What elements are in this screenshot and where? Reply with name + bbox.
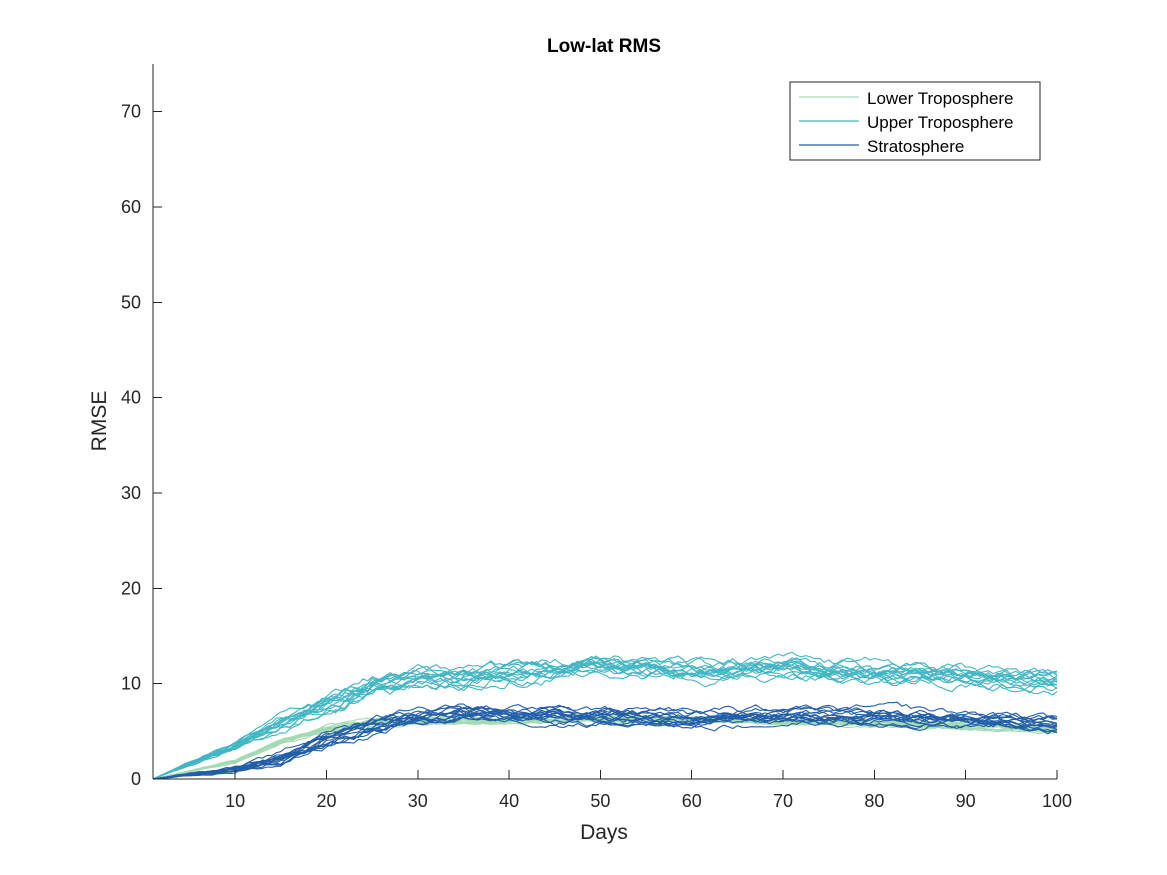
series-line [152,704,1058,780]
series-line [152,657,1058,780]
legend-label-lower-troposphere: Lower Troposphere [867,89,1013,108]
legend-label-upper-troposphere: Upper Troposphere [867,113,1013,132]
x-tick-label: 30 [408,791,428,811]
series-line [152,659,1058,780]
x-ticks: 10 20 30 40 50 60 70 80 90 100 [225,770,1072,811]
y-tick-label: 60 [121,197,141,217]
x-tick-label: 50 [590,791,610,811]
x-tick-label: 40 [499,791,519,811]
y-tick-label: 20 [121,578,141,598]
x-tick-label: 20 [316,791,336,811]
x-axis-title: Days [580,821,628,844]
x-tick-label: 10 [225,791,245,811]
y-ticks: 0 10 20 30 40 50 60 70 [121,102,162,789]
series-line [152,716,1058,780]
x-tick-label: 80 [864,791,884,811]
series-line [152,658,1058,780]
series-line [152,658,1058,780]
y-tick-label: 50 [121,292,141,312]
chart-title: Low-lat RMS [547,36,661,57]
series-line [152,651,1058,780]
legend: Lower Troposphere Upper Troposphere Stra… [789,81,1041,161]
series-line [152,658,1058,780]
series-line [152,664,1058,780]
x-tick-label: 90 [956,791,976,811]
y-tick-label: 70 [121,102,141,122]
y-tick-label: 30 [121,483,141,503]
series-line [152,701,1058,780]
y-axis-title: RMSE [88,391,111,452]
legend-label-stratosphere: Stratosphere [867,137,964,156]
series-line [152,710,1058,780]
x-tick-label: 70 [773,791,793,811]
series-line [152,710,1058,780]
plot-series [152,651,1058,780]
y-tick-label: 10 [121,674,141,694]
y-tick-label: 40 [121,388,141,408]
series-line [152,705,1058,780]
x-tick-label: 60 [682,791,702,811]
y-tick-label: 0 [131,769,141,789]
x-tick-label: 100 [1042,791,1072,811]
